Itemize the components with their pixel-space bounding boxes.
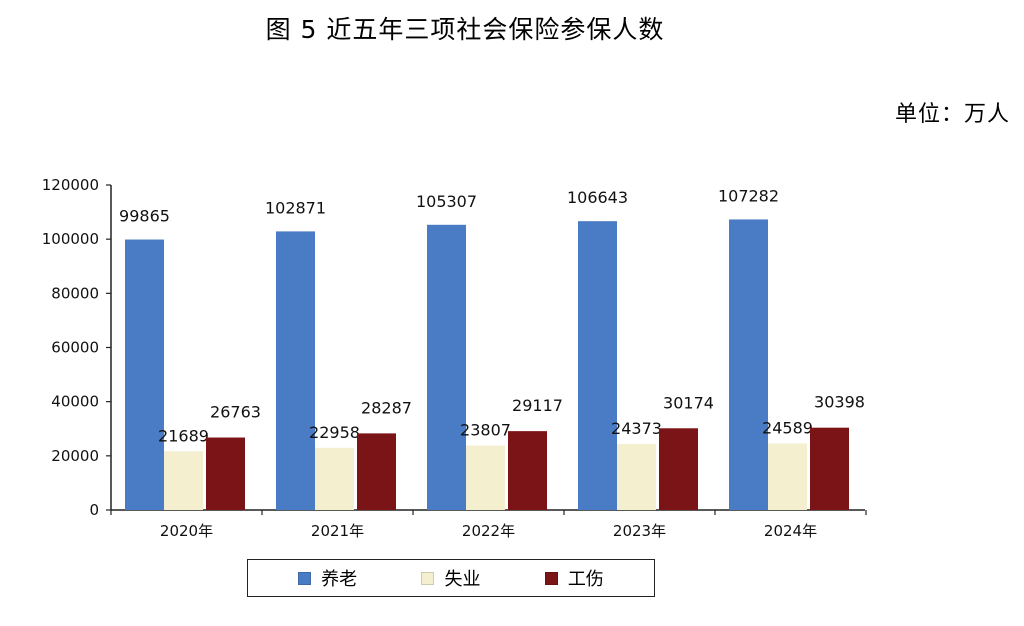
data-label: 21689 bbox=[158, 426, 209, 445]
data-label: 26763 bbox=[210, 403, 261, 422]
y-tick-label: 80000 bbox=[51, 284, 99, 302]
bar bbox=[466, 445, 505, 510]
data-label: 28287 bbox=[361, 398, 412, 417]
x-category-label: 2022年 bbox=[462, 522, 515, 540]
bar bbox=[315, 447, 354, 510]
data-label: 24589 bbox=[762, 418, 813, 437]
data-label: 30398 bbox=[814, 393, 865, 412]
bar bbox=[617, 443, 656, 510]
y-tick-label: 20000 bbox=[51, 447, 99, 465]
x-category-label: 2024年 bbox=[764, 522, 817, 540]
bar bbox=[810, 427, 849, 510]
bar bbox=[508, 431, 547, 510]
data-label: 30174 bbox=[663, 393, 714, 412]
y-tick-label: 120000 bbox=[42, 176, 99, 194]
y-tick-label: 0 bbox=[89, 501, 99, 519]
bar bbox=[276, 231, 315, 510]
legend-label-unemployment: 失业 bbox=[444, 569, 481, 590]
data-label: 105307 bbox=[416, 192, 477, 211]
y-tick-label: 40000 bbox=[51, 393, 99, 411]
x-category-label: 2020年 bbox=[160, 522, 213, 540]
data-label: 29117 bbox=[512, 396, 563, 415]
x-category-label: 2021年 bbox=[311, 522, 364, 540]
y-tick-label: 100000 bbox=[42, 230, 99, 248]
legend-swatch-pension bbox=[298, 571, 312, 585]
legend-item-pension: 养老 bbox=[298, 565, 357, 591]
bar bbox=[768, 443, 807, 510]
legend-label-injury: 工伤 bbox=[567, 569, 604, 590]
chart-legend: 养老 失业 工伤 bbox=[247, 559, 655, 597]
legend-swatch-injury bbox=[544, 571, 558, 585]
bar bbox=[357, 433, 396, 510]
chart-title: 图 5 近五年三项社会保险参保人数 bbox=[265, 15, 665, 44]
x-category-label: 2023年 bbox=[613, 522, 666, 540]
legend-swatch-unemployment bbox=[421, 571, 435, 585]
data-label: 106643 bbox=[567, 188, 628, 207]
bar bbox=[578, 221, 617, 510]
legend-item-unemployment: 失业 bbox=[421, 565, 480, 591]
bar bbox=[659, 428, 698, 510]
data-label: 102871 bbox=[265, 198, 326, 217]
bar bbox=[427, 224, 466, 510]
bar bbox=[125, 239, 164, 510]
data-label: 99865 bbox=[119, 207, 170, 226]
legend-label-pension: 养老 bbox=[321, 569, 358, 590]
data-label: 107282 bbox=[718, 186, 779, 205]
bar bbox=[206, 437, 245, 510]
data-label: 24373 bbox=[611, 419, 662, 438]
legend-item-injury: 工伤 bbox=[544, 565, 604, 591]
bar bbox=[729, 219, 768, 510]
data-label: 22958 bbox=[309, 423, 360, 442]
data-label: 23807 bbox=[460, 421, 511, 440]
y-tick-label: 60000 bbox=[51, 339, 99, 357]
unit-label: 单位：万人 bbox=[894, 102, 1010, 127]
bar bbox=[164, 451, 203, 510]
